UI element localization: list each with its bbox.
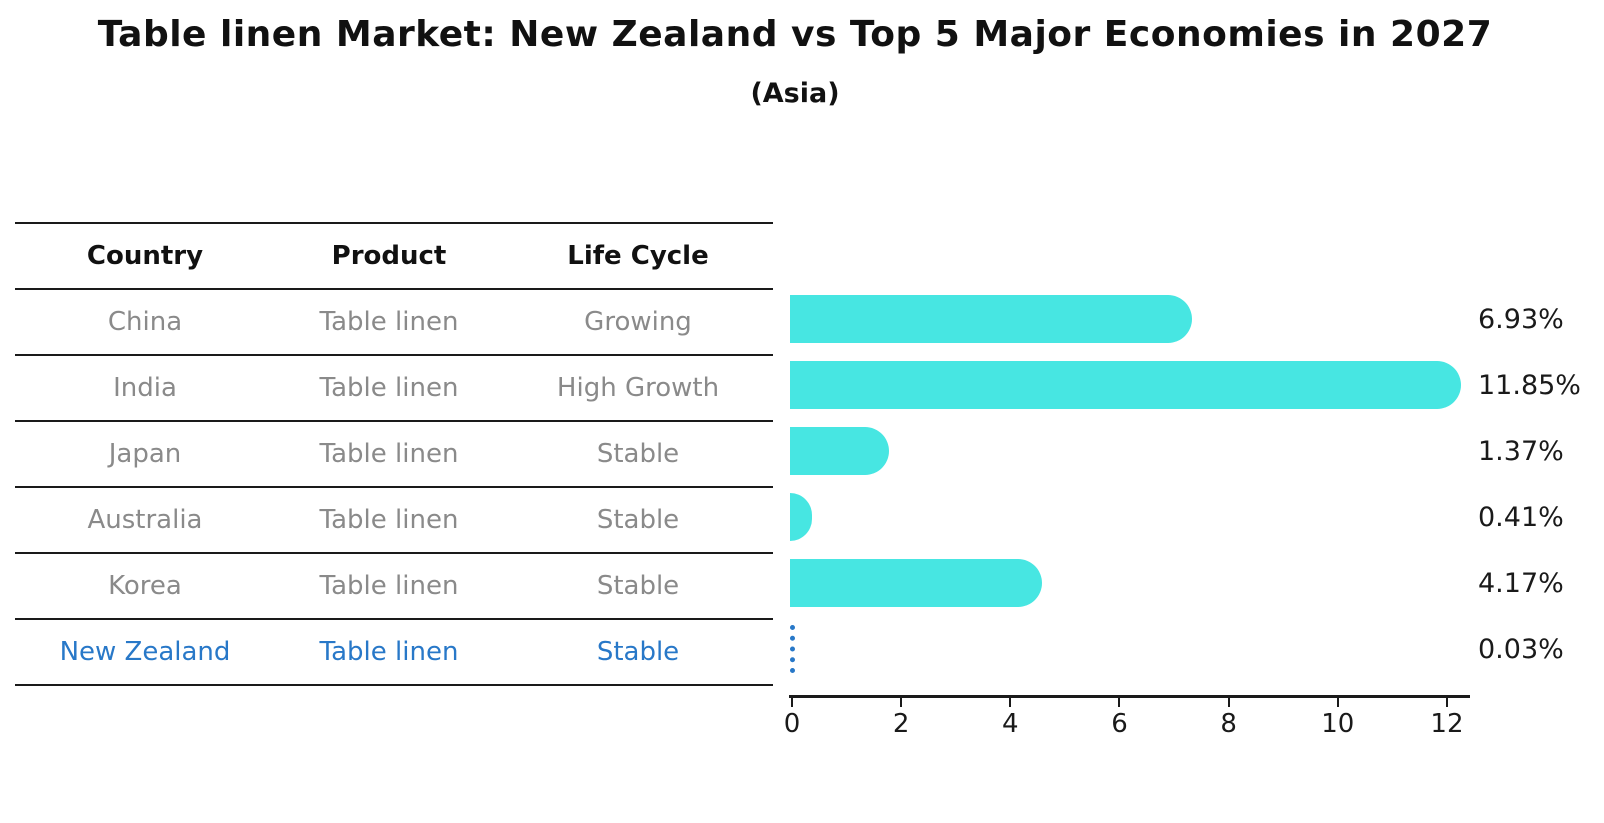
product-cell: Table linen bbox=[319, 373, 459, 403]
table-row: Japan Table linen Stable bbox=[15, 420, 773, 486]
country-cell: New Zealand bbox=[59, 637, 231, 667]
x-tick-label: 12 bbox=[1430, 709, 1464, 739]
table-header-row: Country Product Life Cycle bbox=[15, 222, 773, 288]
bar-australia bbox=[790, 493, 813, 541]
x-tick-label: 10 bbox=[1321, 709, 1355, 739]
product-cell: Table linen bbox=[319, 571, 459, 601]
life-cycle-cell: Stable bbox=[596, 637, 680, 667]
x-tick bbox=[1118, 698, 1121, 707]
value-label: 11.85% bbox=[1478, 369, 1581, 401]
x-tick bbox=[900, 698, 903, 707]
bar-new-zealand bbox=[790, 625, 795, 673]
value-label: 1.37% bbox=[1478, 435, 1564, 467]
country-table: Country Product Life Cycle China Table l… bbox=[15, 222, 773, 686]
value-label: 6.93% bbox=[1478, 303, 1564, 335]
value-label: 4.17% bbox=[1478, 567, 1564, 599]
x-tick bbox=[1336, 698, 1339, 707]
product-cell: Table linen bbox=[319, 307, 459, 337]
chart-subtitle: (Asia) bbox=[750, 78, 840, 109]
table-row: Korea Table linen Stable bbox=[15, 552, 773, 618]
country-cell: Japan bbox=[108, 439, 182, 469]
bar-plot-area bbox=[790, 222, 1490, 684]
x-axis: 0 2 4 6 8 10 12 bbox=[784, 695, 1474, 755]
life-cycle-cell: Stable bbox=[596, 571, 680, 601]
country-cell: Australia bbox=[87, 505, 203, 535]
bar-china bbox=[790, 295, 1193, 343]
table-row: Australia Table linen Stable bbox=[15, 486, 773, 552]
chart-title: Table linen Market: New Zealand vs Top 5… bbox=[97, 14, 1493, 55]
x-tick-label: 0 bbox=[783, 709, 801, 739]
life-cycle-cell: Stable bbox=[596, 505, 680, 535]
value-label: 0.41% bbox=[1478, 501, 1564, 533]
life-cycle-cell: High Growth bbox=[556, 373, 720, 403]
bar-korea bbox=[790, 559, 1042, 607]
x-tick bbox=[1445, 698, 1448, 707]
column-header-life-cycle: Life Cycle bbox=[567, 241, 709, 271]
x-tick bbox=[1009, 698, 1012, 707]
x-tick bbox=[1227, 698, 1230, 707]
table-row: New Zealand Table linen Stable bbox=[15, 618, 773, 686]
value-label: 0.03% bbox=[1478, 633, 1564, 665]
country-cell: Korea bbox=[108, 571, 182, 601]
table-row: India Table linen High Growth bbox=[15, 354, 773, 420]
x-tick-label: 2 bbox=[892, 709, 910, 739]
x-axis-spine bbox=[789, 695, 1470, 698]
column-header-country: Country bbox=[86, 241, 204, 271]
bar-india bbox=[790, 361, 1461, 409]
column-header-product: Product bbox=[331, 241, 447, 271]
product-cell: Table linen bbox=[319, 439, 459, 469]
life-cycle-cell: Stable bbox=[596, 439, 680, 469]
bar-japan bbox=[790, 427, 889, 475]
life-cycle-cell: Growing bbox=[584, 307, 692, 337]
product-cell: Table linen bbox=[319, 505, 459, 535]
country-cell: China bbox=[107, 307, 183, 337]
x-tick-label: 6 bbox=[1111, 709, 1128, 739]
table-row: China Table linen Growing bbox=[15, 288, 773, 354]
x-tick bbox=[791, 698, 793, 707]
product-cell: Table linen bbox=[319, 637, 459, 667]
x-tick-label: 4 bbox=[1002, 709, 1019, 739]
x-tick-label: 8 bbox=[1220, 709, 1237, 739]
country-cell: India bbox=[113, 373, 177, 403]
